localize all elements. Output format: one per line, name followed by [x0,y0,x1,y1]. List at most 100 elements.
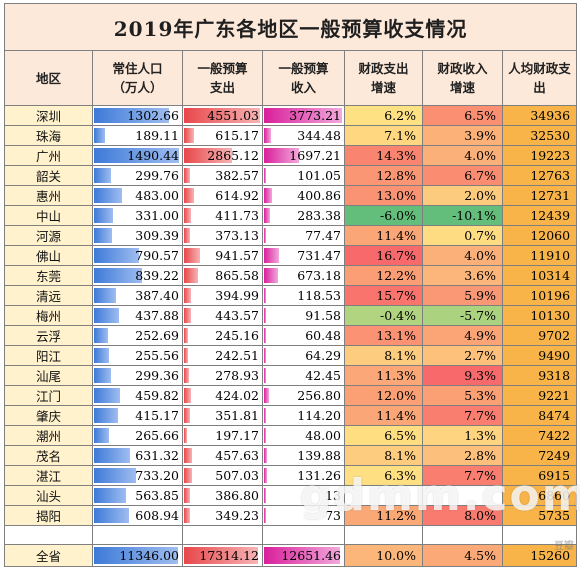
region-name: 佛山 [4,245,93,266]
population-value: 790.57 [135,248,179,263]
revenue-value: 42.45 [305,368,341,383]
region-name: 云浮 [4,325,93,346]
budget-table-sheet: 2019年广东各地区一般预算收支情况 地区 常住人口 （万人） 一般预算 支出 一般… [3,3,578,567]
population-cell: 1490.44 [92,145,183,166]
region-name: 茂名 [4,445,93,466]
spacer-cell [344,525,423,545]
expenditure-cell: 197.17 [182,425,263,446]
expenditure-data-bar [184,208,191,223]
rev-growth-value: 1.3% [422,425,503,446]
population-value: 309.39 [135,228,179,243]
revenue-value: 77.47 [305,228,341,243]
table-row: 江门 459.82 424.02 256.80 12.0% 5.3% 9221 [4,385,578,406]
per-capita-value: 7422 [501,425,578,446]
per-capita-value: 34936 [501,105,578,126]
population-cell: 1302.66 [92,105,183,126]
revenue-cell: 139.88 [262,445,345,466]
population-cell: 839.22 [92,265,183,286]
spacer-cell [92,525,183,545]
revenue-value: 101.05 [297,168,341,183]
revenue-cell: 673.18 [262,265,345,286]
exp-growth-value: 12.2% [344,265,423,286]
expenditure-value: 245.16 [215,328,259,343]
expenditure-data-bar [184,448,192,463]
region-name: 韶关 [4,165,93,186]
revenue-data-bar [264,408,267,423]
table-row: 揭阳 608.94 349.23 73 11.2% 8.0% 5735 [4,505,578,526]
population-data-bar [94,128,105,143]
revenue-data-bar [264,468,267,483]
population-value: 415.17 [135,408,179,423]
expenditure-cell: 278.93 [182,365,263,386]
per-capita-value: 12731 [501,185,578,206]
expenditure-data-bar [184,508,190,523]
table-row: 云浮 252.69 245.16 60.48 13.1% 4.9% 9702 [4,325,578,346]
expenditure-cell: 386.80 [182,485,263,506]
rev-growth-value: 4.9% [422,325,503,346]
expenditure-value: 349.23 [215,508,259,523]
expenditure-cell: 373.13 [182,225,263,246]
expenditure-value: 865.58 [215,268,259,283]
exp-growth-value: 6.5% [344,425,423,446]
exp-growth-value: 8.1% [344,445,423,466]
revenue-value: 64.29 [305,348,341,363]
revenue-data-bar [264,308,266,323]
population-cell: 631.32 [92,445,183,466]
population-cell: 790.57 [92,245,183,266]
per-capita-value: 9702 [501,325,578,346]
per-capita-value: 9318 [501,365,578,386]
population-value: 437.88 [135,308,179,323]
expenditure-data-bar [184,248,200,263]
per-capita-value: 19223 [501,145,578,166]
table-row: 汕尾 299.36 278.93 42.45 11.3% 9.3% 9318 [4,365,578,386]
expenditure-cell: 382.57 [182,165,263,186]
population-cell: 415.17 [92,405,183,426]
spacer-cell [182,525,263,545]
revenue-value: 131.26 [297,468,341,483]
exp-growth-value: 12.0% [344,385,423,406]
revenue-cell: 256.80 [262,385,345,406]
per-capita-value: 5735 [501,505,578,526]
table-row: 惠州 483.00 614.92 400.86 13.0% 2.0% 12731 [4,185,578,206]
rev-growth-value: 3.9% [422,125,503,146]
exp-growth-value: -6.0% [344,205,423,226]
per-capita-value: 12060 [501,225,578,246]
table-row: 中山 331.00 411.73 283.38 -6.0% -10.1% 12439 [4,205,578,226]
expenditure-value: 242.51 [215,348,259,363]
rev-growth-value: 9.3% [422,365,503,386]
expenditure-value: 443.57 [215,308,259,323]
revenue-data-bar [264,188,273,203]
revenue-value: 344.48 [297,128,341,143]
revenue-data-bar [264,288,267,303]
population-cell: 387.40 [92,285,183,306]
table-row: 清远 387.40 394.99 118.53 15.7% 5.9% 10196 [4,285,578,306]
population-data-bar [94,288,117,303]
population-data-bar [94,388,121,403]
expenditure-data-bar [184,348,189,363]
expenditure-data-bar [184,268,199,283]
revenue-value: 3773.21 [289,108,341,123]
region-name: 揭阳 [4,505,93,526]
population-value: 839.22 [135,268,179,283]
region-name: 阳江 [4,345,93,366]
population-data-bar [94,188,122,203]
table-body: 深圳 1302.66 4551.03 3773.21 6.2% 6.5% 34936 珠海 18… [4,105,578,567]
rev-growth-value: 6.5% [422,105,503,126]
table-row: 茂名 631.32 457.63 139.88 8.1% 2.8% 7249 [4,445,578,466]
revenue-cell: 64.29 [262,345,345,366]
rev-growth-value: 4.0% [422,245,503,266]
region-name: 江门 [4,385,93,406]
per-capita-value: 6860 [501,485,578,506]
header-exp-growth: 财政支出 增速 [344,50,423,106]
expenditure-cell: 411.73 [182,205,263,226]
population-value: 1490.44 [127,148,179,163]
population-cell: 437.88 [92,305,183,326]
region-name: 珠海 [4,125,93,146]
region-name: 深圳 [4,105,93,126]
table-row: 河源 309.39 373.13 77.47 11.4% 0.7% 12060 [4,225,578,246]
population-cell: 733.20 [92,465,183,486]
exp-growth-value: 8.1% [344,345,423,366]
population-value: 459.82 [135,388,179,403]
rev-growth-value: 2.7% [422,345,503,366]
expenditure-value: 615.17 [215,128,259,143]
